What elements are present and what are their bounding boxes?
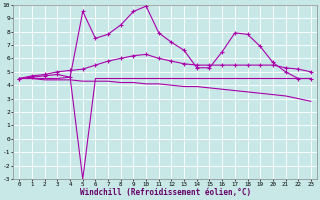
X-axis label: Windchill (Refroidissement éolien,°C): Windchill (Refroidissement éolien,°C) <box>80 188 251 197</box>
